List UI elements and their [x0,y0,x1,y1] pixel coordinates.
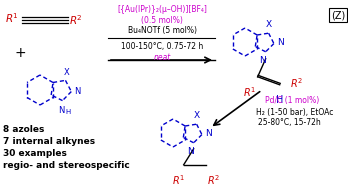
Text: $\mathit{R}^1$: $\mathit{R}^1$ [5,11,19,25]
Text: H: H [65,109,70,115]
Text: $\mathit{R}^2$: $\mathit{R}^2$ [207,173,220,187]
Text: H₂ (1-50 bar), EtOAc: H₂ (1-50 bar), EtOAc [256,108,334,116]
Text: $\mathit{R}^2$: $\mathit{R}^2$ [69,13,83,27]
Text: N: N [74,87,81,96]
Text: 100-150°C, 0.75-72 h: 100-150°C, 0.75-72 h [121,43,203,51]
Text: N: N [259,56,266,65]
Text: $\mathit{R}^1$: $\mathit{R}^1$ [172,173,185,187]
Text: 30 examples: 30 examples [3,149,67,159]
Text: +: + [14,46,26,60]
Text: X: X [64,68,69,77]
Text: N: N [187,147,194,156]
Text: $\mathit{R}^1$: $\mathit{R}^1$ [243,85,256,99]
Text: 25-80°C, 15-72h: 25-80°C, 15-72h [258,118,321,126]
Text: $\mathit{R}^2$: $\mathit{R}^2$ [290,76,303,90]
Text: (0.5 mol%): (0.5 mol%) [141,15,183,25]
Text: Pd/C (1 mol%): Pd/C (1 mol%) [265,95,319,105]
Text: (Z): (Z) [331,10,345,20]
Text: N: N [205,129,212,138]
Text: H: H [276,95,283,105]
Text: [{Au(IPr)}₂(μ–OH)][BF₄]: [{Au(IPr)}₂(μ–OH)][BF₄] [117,5,207,15]
Text: 7 internal alkynes: 7 internal alkynes [3,138,95,146]
Text: 8 azoles: 8 azoles [3,125,45,135]
Text: N: N [58,106,65,115]
Text: neat: neat [153,53,171,61]
Text: N: N [277,38,284,47]
Text: X: X [266,20,272,29]
Text: regio- and stereospecific: regio- and stereospecific [3,161,130,170]
Text: Bu₄NOTf (5 mol%): Bu₄NOTf (5 mol%) [127,26,197,36]
Text: X: X [193,111,200,120]
